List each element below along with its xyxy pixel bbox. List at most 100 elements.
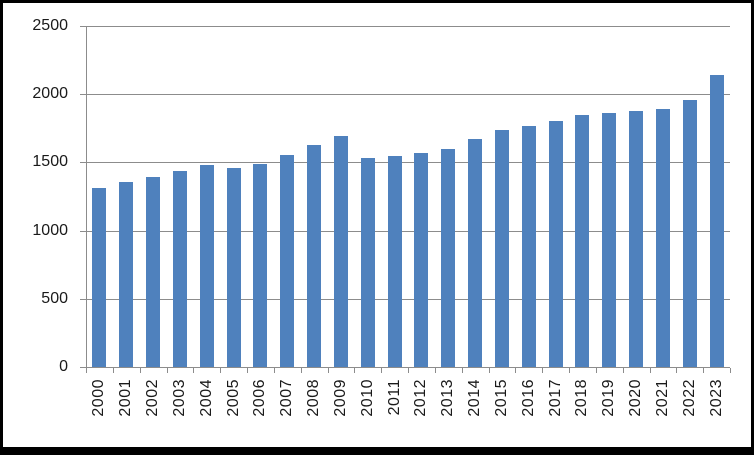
x-axis-label: 2012 [410, 379, 432, 417]
x-axis-label: 2006 [249, 379, 271, 417]
y-axis-label: 1000 [32, 222, 68, 239]
y-axis-label: 500 [41, 290, 68, 307]
x-axis-tick [596, 368, 597, 373]
x-axis-tick [515, 368, 516, 373]
x-axis-label: 2009 [330, 379, 352, 417]
x-axis-tick [676, 368, 677, 373]
x-axis-label: 2002 [142, 379, 164, 417]
x-axis-tick [650, 368, 651, 373]
x-axis-label: 2008 [303, 379, 325, 417]
gridline [86, 162, 730, 163]
bar [522, 126, 536, 367]
bar [173, 171, 187, 367]
bar [495, 130, 509, 367]
x-axis-tick [408, 368, 409, 373]
x-axis-label: 2005 [223, 379, 245, 417]
x-axis-label: 2021 [652, 379, 674, 417]
bar [602, 113, 616, 367]
y-axis-label: 2000 [32, 85, 68, 102]
bar [146, 177, 160, 367]
x-axis-tick [462, 368, 463, 373]
x-axis-label-text: 2019 [600, 379, 617, 417]
x-axis-label: 2001 [115, 379, 137, 417]
x-axis-label-text: 2010 [359, 379, 376, 417]
bar [334, 136, 348, 367]
y-axis-line [86, 26, 87, 368]
y-axis-tick [80, 26, 86, 27]
x-axis-label-text: 2017 [547, 379, 564, 417]
x-axis-label-text: 2015 [493, 379, 510, 417]
x-axis-label: 2007 [276, 379, 298, 417]
bar [92, 188, 106, 367]
gridline [86, 94, 730, 95]
x-axis-label: 2022 [679, 379, 701, 417]
x-axis-label-text: 2007 [278, 379, 295, 417]
bar [307, 145, 321, 367]
x-axis-label-text: 2013 [439, 379, 456, 417]
x-axis-label-text: 2005 [225, 379, 242, 417]
x-axis-tick [623, 368, 624, 373]
bar [414, 153, 428, 367]
bar [227, 168, 241, 367]
x-axis-label-text: 2018 [573, 379, 590, 417]
x-axis-tick [328, 368, 329, 373]
x-axis-label: 2003 [169, 379, 191, 417]
bar [683, 100, 697, 367]
x-axis-label-text: 2020 [627, 379, 644, 417]
x-axis-label: 2011 [384, 379, 406, 415]
bar [549, 121, 563, 367]
x-axis-label-text: 2016 [520, 379, 537, 417]
bar [119, 182, 133, 367]
y-axis-tick [80, 367, 86, 368]
x-axis-label: 2010 [357, 379, 379, 417]
y-axis-label: 1500 [32, 153, 68, 170]
x-axis-tick [703, 368, 704, 373]
bar [441, 149, 455, 367]
x-axis-label-text: 2021 [654, 379, 671, 417]
x-axis-tick [301, 368, 302, 373]
x-axis-tick [569, 368, 570, 373]
x-axis-label-text: 2014 [466, 379, 483, 417]
x-axis-tick [435, 368, 436, 373]
bar [280, 155, 294, 367]
x-axis-tick [354, 368, 355, 373]
x-axis-tick [220, 368, 221, 373]
x-axis-label-text: 2008 [305, 379, 322, 417]
gridline [86, 26, 730, 27]
x-axis-tick [381, 368, 382, 373]
x-axis-tick [274, 368, 275, 373]
bar [575, 115, 589, 367]
x-axis-line [86, 367, 730, 368]
x-axis-label: 2014 [464, 379, 486, 417]
bar [468, 139, 482, 367]
bar [361, 158, 375, 367]
x-axis-label-text: 2023 [708, 379, 725, 417]
y-axis-tick [80, 162, 86, 163]
bar [200, 165, 214, 367]
x-axis-tick [489, 368, 490, 373]
y-axis-tick [80, 94, 86, 95]
x-axis-label-text: 2012 [412, 379, 429, 417]
x-axis-tick [730, 368, 731, 373]
x-axis-label-text: 2000 [90, 379, 107, 417]
x-axis-label-text: 2006 [251, 379, 268, 417]
x-axis-tick [113, 368, 114, 373]
x-axis-tick [247, 368, 248, 373]
x-axis-tick [167, 368, 168, 373]
x-axis-label-text: 2001 [117, 379, 134, 417]
x-axis-tick [193, 368, 194, 373]
bar [388, 156, 402, 367]
x-axis-label: 2020 [625, 379, 647, 417]
x-axis-label-text: 2022 [681, 379, 698, 417]
x-axis-label: 2015 [491, 379, 513, 417]
bar [629, 111, 643, 367]
gridline [86, 299, 730, 300]
x-axis-label: 2016 [518, 379, 540, 417]
bar [253, 164, 267, 367]
bar [710, 75, 724, 367]
y-axis-label: 0 [59, 358, 68, 375]
x-axis-tick [86, 368, 87, 373]
x-axis-label: 2004 [196, 379, 218, 417]
